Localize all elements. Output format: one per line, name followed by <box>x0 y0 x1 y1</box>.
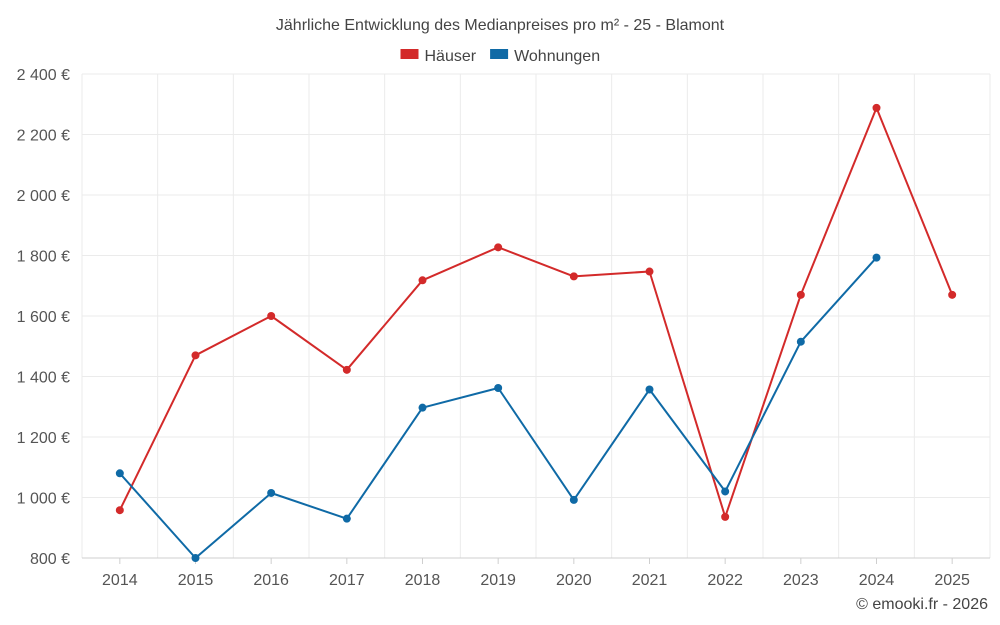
legend-swatch-wohnungen <box>490 49 509 59</box>
y-tick-label: 1 800 € <box>17 249 70 266</box>
data-point-wohnungen <box>418 403 427 412</box>
data-point-h-user <box>872 103 881 112</box>
data-point-h-user <box>569 272 578 281</box>
data-point-h-user <box>191 351 200 360</box>
x-tick-label: 2022 <box>707 572 743 589</box>
y-tick-label: 2 000 € <box>17 188 70 205</box>
data-point-h-user <box>267 312 276 320</box>
legend-label-h-user: Häuser <box>425 48 477 65</box>
data-point-wohnungen <box>342 514 351 523</box>
legend-swatch-h-user <box>400 49 419 59</box>
legend: Häuser Wohnungen <box>400 48 600 65</box>
x-tick-label: 2016 <box>253 572 289 589</box>
y-tick-label: 800 € <box>30 551 70 568</box>
series-line-h-user <box>118 106 954 518</box>
x-tick-label: 2018 <box>405 572 441 589</box>
credit-text: © emooki.fr - 2026 <box>856 596 988 613</box>
grid <box>81 73 991 559</box>
x-axis: 2014 2015 2016 2017 2018 2019 2020 2021 2022 2023… <box>82 557 990 589</box>
x-tick-label: 2024 <box>859 572 895 589</box>
data-point-wohnungen <box>569 495 578 504</box>
data-point-h-user <box>494 243 503 252</box>
x-tick-label: 2015 <box>178 572 214 589</box>
x-tick-label: 2020 <box>556 572 592 589</box>
data-point-h-user <box>115 506 124 515</box>
chart-title: Jährliche Entwicklung des Medianpreises … <box>276 17 725 34</box>
data-point-wohnungen <box>115 469 124 478</box>
x-tick-label: 2023 <box>783 572 819 589</box>
data-point-wohnungen <box>494 383 503 392</box>
y-tick-label: 1 400 € <box>17 370 70 387</box>
x-tick-label: 2019 <box>480 572 516 589</box>
data-point-wohnungen <box>267 488 276 497</box>
y-tick-label: 2 400 € <box>17 67 70 84</box>
data-point-wohnungen <box>645 385 654 394</box>
y-axis: 800 € 1 000 € 1 200 € 1 400 € 1 600 € 1 800 €… <box>17 67 70 568</box>
data-point-wohnungen <box>721 487 730 496</box>
x-tick-label: 2021 <box>632 572 668 589</box>
data-point-h-user <box>721 512 730 521</box>
legend-label-wohnungen: Wohnungen <box>514 48 600 65</box>
data-point-h-user <box>796 290 805 299</box>
y-tick-label: 1 000 € <box>17 491 70 508</box>
series-group <box>115 103 957 562</box>
x-tick-label: 2025 <box>934 572 970 589</box>
data-point-h-user <box>948 290 957 299</box>
data-point-wohnungen <box>872 253 881 262</box>
x-tick-label: 2017 <box>329 572 365 589</box>
y-tick-label: 2 200 € <box>17 128 70 145</box>
data-point-wohnungen <box>191 554 200 562</box>
data-point-wohnungen <box>796 337 805 346</box>
y-tick-label: 1 200 € <box>17 430 70 447</box>
data-point-h-user <box>645 267 654 276</box>
data-point-h-user <box>418 276 427 285</box>
data-point-h-user <box>342 365 351 374</box>
y-tick-label: 1 600 € <box>17 309 70 326</box>
x-tick-label: 2014 <box>102 572 138 589</box>
